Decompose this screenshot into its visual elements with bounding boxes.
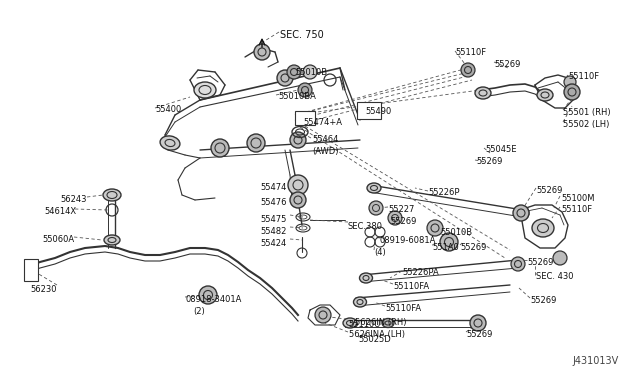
Text: 55269: 55269 bbox=[460, 243, 486, 252]
Circle shape bbox=[440, 233, 458, 251]
Text: 55475: 55475 bbox=[260, 215, 287, 224]
Circle shape bbox=[290, 132, 306, 148]
Text: 55010B: 55010B bbox=[295, 68, 327, 77]
Text: 55269: 55269 bbox=[494, 60, 520, 69]
Text: 56243: 56243 bbox=[60, 195, 86, 204]
Text: 55269: 55269 bbox=[536, 186, 563, 195]
Text: SEC.380: SEC.380 bbox=[348, 222, 383, 231]
Ellipse shape bbox=[343, 318, 357, 328]
Text: 55464: 55464 bbox=[312, 135, 339, 144]
Circle shape bbox=[515, 206, 529, 220]
Circle shape bbox=[254, 44, 270, 60]
Text: 55400: 55400 bbox=[155, 105, 181, 114]
FancyBboxPatch shape bbox=[24, 259, 38, 281]
Text: 55269: 55269 bbox=[530, 296, 556, 305]
Text: SEC. 430: SEC. 430 bbox=[536, 272, 573, 281]
Text: 551A0: 551A0 bbox=[432, 243, 459, 252]
Circle shape bbox=[287, 65, 301, 79]
Circle shape bbox=[470, 315, 486, 331]
Text: 55010BA: 55010BA bbox=[278, 92, 316, 101]
Text: 55010B: 55010B bbox=[440, 228, 472, 237]
Circle shape bbox=[298, 83, 312, 97]
Text: J431013V: J431013V bbox=[572, 356, 618, 366]
Text: 55110F: 55110F bbox=[561, 205, 592, 214]
Circle shape bbox=[199, 286, 217, 304]
Circle shape bbox=[288, 175, 308, 195]
Circle shape bbox=[513, 205, 529, 221]
Text: 55226P: 55226P bbox=[428, 188, 460, 197]
Text: 55226PA: 55226PA bbox=[402, 268, 439, 277]
Text: 55227: 55227 bbox=[388, 205, 414, 214]
Circle shape bbox=[315, 307, 331, 323]
Circle shape bbox=[511, 257, 525, 271]
Text: 55501 (RH): 55501 (RH) bbox=[563, 108, 611, 117]
Text: 08919-6081A: 08919-6081A bbox=[380, 236, 436, 245]
Ellipse shape bbox=[104, 235, 120, 245]
Circle shape bbox=[290, 192, 306, 208]
Text: 55269: 55269 bbox=[466, 330, 492, 339]
Ellipse shape bbox=[360, 273, 372, 283]
Circle shape bbox=[461, 63, 475, 77]
Text: 54614X: 54614X bbox=[44, 207, 76, 216]
Text: (AWD): (AWD) bbox=[312, 147, 339, 156]
Text: 08918-3401A: 08918-3401A bbox=[185, 295, 241, 304]
Text: 55110FA: 55110FA bbox=[385, 304, 421, 313]
Text: 56230: 56230 bbox=[30, 285, 56, 294]
Ellipse shape bbox=[475, 87, 491, 99]
Text: 55269: 55269 bbox=[527, 258, 554, 267]
Circle shape bbox=[303, 65, 317, 79]
Circle shape bbox=[564, 76, 576, 88]
Text: 55476: 55476 bbox=[260, 198, 287, 207]
Ellipse shape bbox=[103, 189, 121, 201]
Text: 55110FA: 55110FA bbox=[393, 282, 429, 291]
Circle shape bbox=[553, 251, 567, 265]
Text: 55100M: 55100M bbox=[561, 194, 595, 203]
Text: 55110F: 55110F bbox=[568, 72, 599, 81]
Text: 55269: 55269 bbox=[390, 217, 417, 226]
Text: (4): (4) bbox=[374, 248, 386, 257]
Text: SEC. 750: SEC. 750 bbox=[280, 30, 324, 40]
Text: 55502 (LH): 55502 (LH) bbox=[563, 120, 609, 129]
Circle shape bbox=[211, 139, 229, 157]
Circle shape bbox=[564, 84, 580, 100]
Text: 55474+A: 55474+A bbox=[303, 118, 342, 127]
Circle shape bbox=[277, 70, 293, 86]
Ellipse shape bbox=[353, 297, 367, 307]
Text: (2): (2) bbox=[193, 307, 205, 316]
Text: 55269: 55269 bbox=[476, 157, 502, 166]
Text: 55474: 55474 bbox=[260, 183, 287, 192]
Text: 55045E: 55045E bbox=[485, 145, 516, 154]
Text: 5626IN (RH): 5626IN (RH) bbox=[355, 318, 406, 327]
Text: 5626INA (LH): 5626INA (LH) bbox=[349, 330, 405, 339]
Text: 55490: 55490 bbox=[365, 107, 391, 116]
Text: 55482: 55482 bbox=[260, 227, 287, 236]
Text: 55025D: 55025D bbox=[358, 335, 391, 344]
FancyBboxPatch shape bbox=[295, 111, 315, 125]
Circle shape bbox=[427, 220, 443, 236]
FancyBboxPatch shape bbox=[357, 102, 381, 119]
Ellipse shape bbox=[194, 82, 216, 98]
Text: 55110F: 55110F bbox=[455, 48, 486, 57]
Ellipse shape bbox=[532, 219, 554, 237]
Ellipse shape bbox=[382, 318, 394, 327]
Text: 55060A: 55060A bbox=[42, 235, 74, 244]
Circle shape bbox=[369, 201, 383, 215]
Circle shape bbox=[247, 134, 265, 152]
Text: 55110U: 55110U bbox=[348, 320, 380, 329]
Ellipse shape bbox=[367, 183, 381, 193]
Ellipse shape bbox=[160, 136, 180, 150]
Text: 55424: 55424 bbox=[260, 239, 287, 248]
Circle shape bbox=[388, 211, 402, 225]
Ellipse shape bbox=[537, 89, 553, 101]
